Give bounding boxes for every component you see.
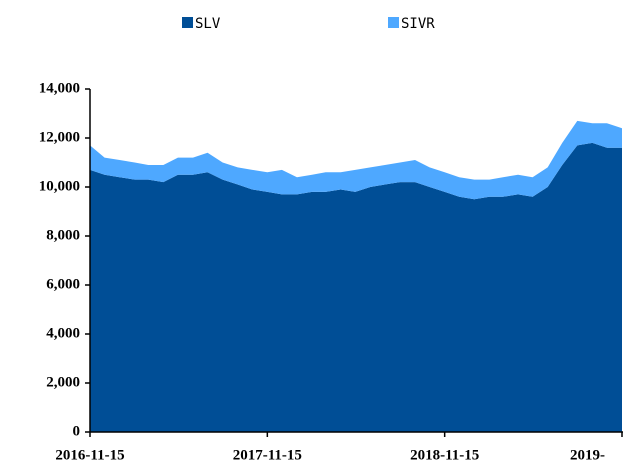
legend-label: SLV: [195, 16, 221, 32]
y-tick-label: 0: [73, 423, 81, 439]
legend-swatch: [182, 17, 193, 28]
area: [90, 142, 622, 432]
area: [90, 120, 622, 200]
y-tick-label: 12,000: [39, 129, 80, 145]
x-tick-label: 2017-11-15: [233, 447, 302, 463]
y-tick-label: 2,000: [46, 374, 80, 390]
y-tick-label: 10,000: [39, 178, 80, 194]
x-tick-label: 2019-: [570, 447, 605, 463]
legend-swatch: [388, 17, 399, 28]
x-tick-label: 2018-11-15: [410, 447, 479, 463]
x-tick-label: 2016-11-15: [55, 447, 124, 463]
y-tick-label: 4,000: [46, 325, 80, 341]
y-tick-label: 6,000: [46, 276, 80, 292]
legend-label: SIVR: [401, 16, 435, 32]
y-tick-label: 14,000: [39, 80, 80, 96]
y-tick-label: 8,000: [46, 227, 80, 243]
